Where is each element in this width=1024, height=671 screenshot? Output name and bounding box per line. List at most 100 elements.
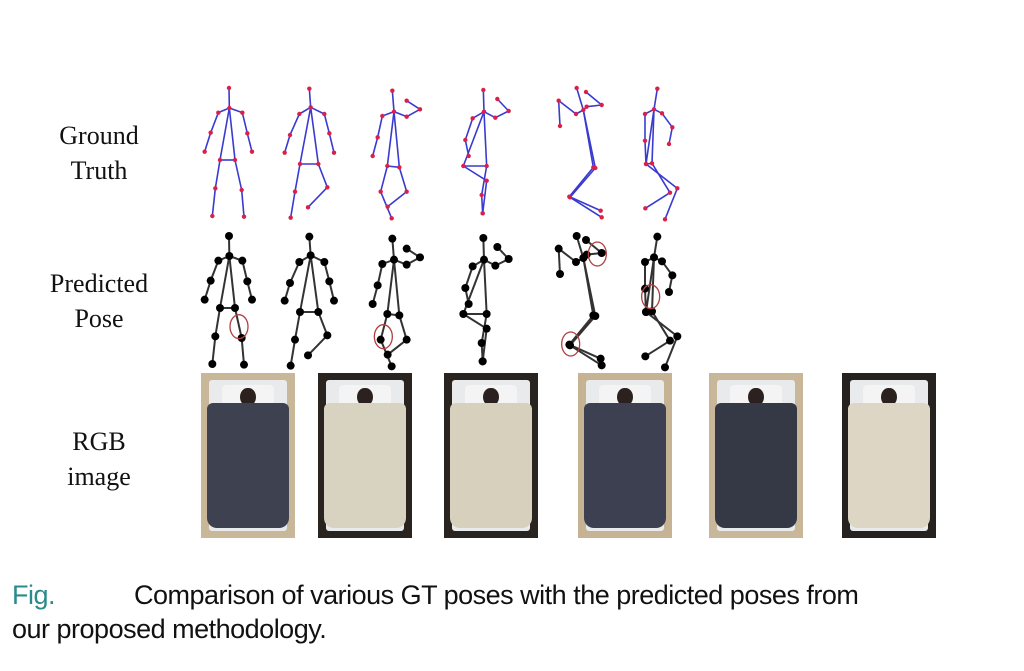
gt-joint	[297, 161, 303, 167]
gt-joint	[675, 186, 680, 191]
pred-joint	[387, 362, 396, 371]
blanket	[206, 402, 290, 529]
pred-joint	[491, 261, 500, 270]
gt-joint	[397, 165, 402, 170]
pred-joint	[200, 295, 209, 304]
gt-limb	[582, 109, 597, 169]
gt-limb	[393, 111, 401, 168]
gt-limb	[398, 167, 408, 192]
gt-joint	[404, 114, 409, 119]
pred-joint	[658, 257, 666, 266]
gt-joint	[217, 157, 223, 163]
pred-limb	[651, 310, 671, 342]
label-line: image	[67, 462, 131, 491]
row-label-predicted-pose: Predicted Pose	[20, 266, 178, 336]
pred-joint	[480, 255, 488, 264]
gt-joint	[404, 189, 409, 194]
gt-limb	[386, 111, 395, 167]
rgb-image	[201, 373, 295, 538]
gt-joint	[495, 96, 500, 102]
gt-limb	[661, 112, 673, 128]
label-line: Truth	[70, 156, 128, 185]
gt-joint	[479, 192, 484, 198]
gt-joint	[642, 111, 648, 117]
rgb-image	[578, 373, 672, 538]
pred-joint	[295, 258, 304, 266]
pred-joint	[554, 244, 563, 253]
pred-limb	[214, 307, 221, 337]
gt-joint	[584, 104, 589, 109]
person-head	[240, 387, 256, 406]
gt-joint	[239, 187, 244, 193]
gt-joint	[417, 107, 423, 112]
gt-limb	[387, 191, 408, 208]
pred-limb	[569, 344, 603, 367]
gt-joint	[249, 149, 255, 154]
gt-limb	[645, 163, 678, 189]
gt-limb	[308, 88, 312, 108]
gt-joint	[325, 185, 330, 190]
gt-joint	[556, 98, 561, 103]
pred-joint	[591, 312, 600, 320]
pred-limb	[557, 248, 561, 275]
gt-limb	[299, 107, 312, 165]
pred-limb	[651, 257, 655, 312]
gt-joint	[288, 215, 293, 220]
pred-joint	[493, 243, 502, 251]
gt-joint	[481, 109, 487, 114]
pred-joint	[314, 308, 323, 316]
pred-limb	[645, 311, 678, 338]
pred-joint	[648, 307, 656, 316]
pred-joint	[306, 251, 315, 260]
person-head	[748, 387, 764, 406]
gt-joint	[370, 153, 375, 159]
pred-joint	[416, 253, 424, 262]
pred-joint	[482, 324, 491, 333]
gt-joint	[643, 161, 649, 167]
gt-joint	[470, 116, 475, 121]
gt-joint	[662, 217, 668, 222]
gt-limb	[376, 115, 384, 138]
gt-joint	[649, 161, 655, 166]
pred-joint	[206, 276, 215, 285]
pred-limb	[569, 315, 597, 346]
pred-joint	[390, 255, 398, 264]
gt-joint	[390, 88, 395, 93]
pred-limb	[644, 339, 671, 358]
pred-joint	[468, 262, 477, 271]
pred-joint	[504, 255, 513, 263]
gt-joint	[385, 163, 390, 169]
pred-joint	[304, 351, 312, 360]
gt-limb	[406, 99, 421, 111]
gt-joint	[666, 141, 672, 147]
gt-joint	[216, 110, 221, 115]
gt-limb	[586, 104, 602, 108]
gt-joint	[380, 113, 385, 119]
gt-limb	[241, 112, 249, 134]
pred-joint	[231, 304, 239, 312]
pred-joint	[650, 253, 658, 262]
gt-joint	[331, 150, 337, 155]
gt-limb	[307, 186, 328, 208]
pred-limb	[483, 259, 488, 315]
gt-limb	[310, 106, 325, 115]
pred-joint	[296, 308, 304, 316]
gt-joint	[245, 131, 250, 136]
pred-joint	[572, 258, 580, 266]
pred-joint	[208, 360, 217, 368]
gt-joint	[667, 190, 673, 195]
gt-joint	[202, 149, 207, 154]
gt-limb	[651, 162, 671, 194]
gt-joint	[463, 137, 468, 143]
caption-line-2: our proposed methodology.	[12, 614, 327, 644]
pred-limb	[393, 259, 401, 316]
pred-joint	[597, 249, 606, 257]
gt-joint	[573, 111, 579, 117]
pred-limb	[219, 255, 231, 309]
pred-limb	[307, 334, 329, 357]
pred-joint	[661, 363, 669, 372]
blanket	[583, 402, 667, 529]
pred-joint	[566, 341, 574, 350]
pred-joint	[383, 310, 392, 318]
pred-limb	[379, 313, 389, 340]
